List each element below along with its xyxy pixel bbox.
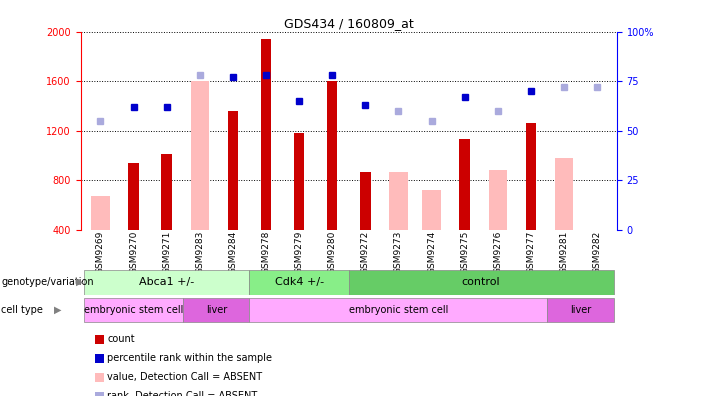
Bar	[128, 163, 139, 230]
Bar	[84, 297, 183, 322]
Text: liver: liver	[205, 305, 227, 315]
Bar	[250, 297, 547, 322]
Bar	[294, 133, 304, 230]
Text: embryonic stem cell: embryonic stem cell	[84, 305, 183, 315]
Bar	[84, 270, 250, 295]
Bar	[554, 158, 573, 230]
Bar	[250, 270, 349, 295]
Text: embryonic stem cell: embryonic stem cell	[348, 305, 448, 315]
Text: count: count	[107, 334, 135, 345]
Text: ▶: ▶	[54, 305, 62, 315]
Bar	[489, 170, 507, 230]
Bar	[327, 81, 337, 230]
Bar	[349, 270, 613, 295]
Bar	[191, 81, 209, 230]
Text: value, Detection Call = ABSENT: value, Detection Call = ABSENT	[107, 372, 262, 383]
Text: rank, Detection Call = ABSENT: rank, Detection Call = ABSENT	[107, 391, 257, 396]
Bar	[389, 171, 407, 230]
Text: Cdk4 +/-: Cdk4 +/-	[275, 277, 324, 287]
Bar	[526, 123, 536, 230]
Bar	[459, 139, 470, 230]
Text: control: control	[462, 277, 501, 287]
Bar	[91, 196, 109, 230]
Text: liver: liver	[570, 305, 591, 315]
Text: cell type: cell type	[1, 305, 43, 315]
Bar	[360, 171, 371, 230]
Bar	[183, 297, 250, 322]
Bar	[423, 190, 441, 230]
Bar	[161, 154, 172, 230]
Title: GDS434 / 160809_at: GDS434 / 160809_at	[284, 17, 414, 30]
Bar	[228, 111, 238, 230]
Text: genotype/variation: genotype/variation	[1, 277, 94, 287]
Bar	[261, 39, 271, 230]
Bar	[547, 297, 613, 322]
Text: percentile rank within the sample: percentile rank within the sample	[107, 353, 272, 364]
Text: ▶: ▶	[76, 277, 83, 287]
Text: Abca1 +/-: Abca1 +/-	[139, 277, 194, 287]
Bar	[588, 230, 606, 232]
